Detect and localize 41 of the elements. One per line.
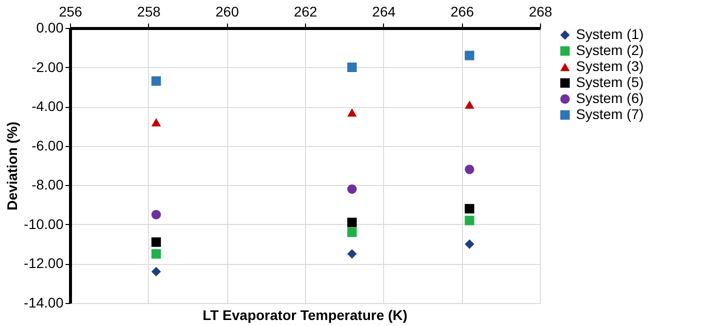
- point: [347, 184, 357, 194]
- point: [347, 228, 357, 238]
- x-tick-label: 264: [372, 4, 396, 20]
- point: [464, 164, 474, 174]
- legend-label: System (2): [576, 42, 644, 58]
- point: [151, 210, 161, 220]
- y-tick-label: -6.00: [32, 137, 64, 154]
- point: [151, 76, 161, 86]
- legend-label: System (6): [576, 90, 644, 106]
- point: [347, 62, 357, 72]
- point: [464, 204, 474, 214]
- point: [151, 237, 161, 247]
- y-tick-label: -4.00: [32, 98, 64, 114]
- y-tick-label: -2.00: [32, 58, 64, 75]
- x-tick-label: 256: [58, 4, 82, 20]
- x-tick-label: 268: [528, 4, 552, 20]
- point: [464, 216, 474, 226]
- point: [464, 100, 474, 109]
- point: [347, 108, 357, 117]
- legend-label: System (5): [576, 74, 644, 90]
- point: [464, 239, 474, 249]
- y-tick-label: -14.00: [24, 294, 64, 310]
- point: [464, 50, 474, 60]
- y-axis-title: Deviation (%): [4, 122, 20, 210]
- x-tick-label: 258: [137, 4, 161, 20]
- y-tick-label: -12.00: [24, 255, 64, 272]
- y-tick-label: 0.00: [36, 20, 64, 36]
- point: [347, 249, 357, 259]
- x-tick-label: 266: [450, 4, 474, 20]
- point: [151, 249, 161, 259]
- point: [151, 118, 161, 126]
- x-tick-label: 260: [215, 4, 240, 20]
- point: [151, 266, 161, 276]
- legend-label: System (7): [576, 106, 644, 122]
- point: [347, 218, 357, 228]
- y-tick-label: -8.00: [32, 176, 64, 193]
- legend-label: System (3): [576, 58, 644, 74]
- y-tick-label: -10.00: [24, 216, 64, 232]
- legend-label: System (1): [576, 26, 644, 42]
- x-tick-label: 262: [294, 4, 318, 20]
- x-axis-title: LT Evaporator Temperature (K): [202, 307, 408, 323]
